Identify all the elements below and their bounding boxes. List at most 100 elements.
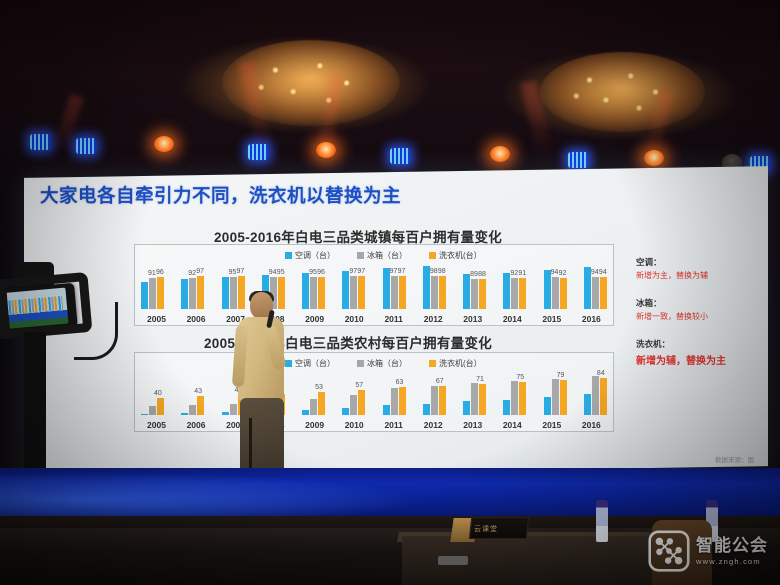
bar-fridge <box>471 278 479 309</box>
legend-item-fridge: 冰箱（台） <box>357 358 407 369</box>
watermark-name: 智能公会 <box>696 535 768 555</box>
bar-ac <box>503 273 511 309</box>
legend-item-washer: 洗衣机(台） <box>429 358 482 369</box>
bar-washer <box>157 397 164 415</box>
bar-fridge <box>350 276 358 309</box>
stage-floor-glow <box>0 472 420 518</box>
bar-group: 98 98 <box>422 265 446 309</box>
bar-ac <box>382 405 390 415</box>
bar-ac <box>141 281 148 309</box>
bar-value-label: 94 <box>550 269 559 277</box>
bar-washer <box>479 383 487 415</box>
bar-group: 95 96 <box>302 265 326 309</box>
bar-washer <box>519 382 527 415</box>
bar-fridge <box>390 387 398 415</box>
bar-group: 84 <box>583 370 607 415</box>
x-tick-label: 2009 <box>305 420 325 430</box>
legend-item-fridge: 冰箱（台） <box>357 250 407 261</box>
bar-group: 43 <box>181 373 205 415</box>
chart-1-legend: 空调（台） 冰箱（台） 洗衣机(台） <box>285 250 482 261</box>
bar-group: 91 96 <box>141 265 164 309</box>
x-tick-label: 2011 <box>384 314 403 324</box>
x-tick-label: 2015 <box>542 420 562 430</box>
bar-value-label: 53 <box>315 383 323 391</box>
legend-label-fridge: 冰箱（台） <box>367 251 407 260</box>
x-tick-label: 2005 <box>147 314 166 324</box>
bar-value-label: 94 <box>598 269 607 277</box>
annotation-ac-head: 空调： <box>636 257 662 267</box>
bar-ac <box>543 397 551 415</box>
legend-item-washer: 洗衣机(台） <box>429 250 482 261</box>
bar-value-label: 95 <box>309 268 317 276</box>
watermark-text: 智能公会 www.zngh.com <box>696 537 768 566</box>
stage-light-blue <box>76 138 96 154</box>
stage-light-orange <box>316 142 336 158</box>
bar-value-label: 92 <box>510 269 519 277</box>
x-tick-label: 2013 <box>463 314 483 324</box>
x-tick-label: 2012 <box>423 314 443 324</box>
bar-washer <box>599 378 607 415</box>
x-tick-label: 2016 <box>581 420 601 430</box>
bar-value-label: 67 <box>435 377 444 385</box>
stage-light-blue <box>390 148 410 164</box>
bar-fridge <box>189 277 197 309</box>
bar-ac <box>583 267 591 309</box>
bar-ac <box>141 413 148 415</box>
bar-washer <box>438 385 446 415</box>
bar-value-label: 75 <box>516 374 525 382</box>
bar-ac <box>422 403 430 415</box>
bar-value-label: 97 <box>389 268 398 276</box>
watermark: 智能公会 www.zngh.com <box>648 524 774 578</box>
stage-light-blue <box>568 152 588 168</box>
bar-washer <box>318 276 326 309</box>
bar-value-label: 97 <box>357 268 366 276</box>
bar-value-label: 94 <box>268 269 277 277</box>
bar-value-label: 97 <box>349 268 358 276</box>
projection-screen: 大家电各自牵引力不同，洗衣机以替换为主 2005-2016年白电三品类城镇每百户… <box>24 166 768 478</box>
legend-item-ac: 空调（台） <box>285 250 335 261</box>
bar-value-label: 40 <box>154 389 162 397</box>
annotation-fridge-body: 新增一致，替换较小 <box>636 312 708 321</box>
bar-value-label: 88 <box>478 271 486 279</box>
bar-washer <box>398 387 406 415</box>
x-tick-label: 2015 <box>542 314 562 324</box>
bar-washer <box>358 276 366 309</box>
bar-washer <box>197 276 205 309</box>
bar-ac <box>543 270 551 309</box>
bar-fridge <box>430 275 438 309</box>
charging-cable <box>74 302 118 360</box>
stage-light-orange <box>154 136 174 152</box>
bar-washer <box>398 276 406 309</box>
bar-fridge <box>551 379 559 415</box>
bar-washer <box>559 380 567 415</box>
x-tick-label: 2006 <box>186 420 206 430</box>
chart-1: 空调（台） 冰箱（台） 洗衣机(台） 91 96 92 97 95 97 94 95 95 96 9… <box>134 244 614 326</box>
bar-value-label: 98 <box>437 267 446 275</box>
bar-fridge <box>511 380 519 415</box>
zngh-network-logo-icon <box>648 530 690 572</box>
bar-ac <box>342 271 350 309</box>
bar-fridge <box>591 277 599 309</box>
bar-group: 40 <box>141 373 164 415</box>
bar-washer <box>318 391 326 415</box>
bar-fridge <box>551 277 559 309</box>
bar-value-label: 97 <box>196 268 205 276</box>
bar-fridge <box>390 276 398 309</box>
legend-swatch-ac <box>285 252 292 259</box>
chart-1-x-axis: 2005200620072008200920102011201220132014… <box>141 314 607 324</box>
bar-ac <box>302 409 310 415</box>
bar-value-label: 91 <box>148 270 156 278</box>
legend-swatch-washer <box>429 360 436 367</box>
bar-ac <box>583 394 591 415</box>
bar-ac <box>302 273 310 309</box>
legend-swatch-washer <box>429 252 436 259</box>
bar-washer <box>197 396 205 415</box>
annotation-ac-body: 新增为主，替换为辅 <box>636 271 708 280</box>
bar-group: 97 97 <box>342 265 366 309</box>
name-placard-text: 云课堂 <box>474 526 498 533</box>
bar-fridge <box>149 406 156 415</box>
x-tick-label: 2016 <box>581 314 601 324</box>
bar-value-label: 95 <box>276 268 285 276</box>
legend-label-fridge: 冰箱（台） <box>367 359 407 368</box>
bar-washer <box>519 278 527 309</box>
